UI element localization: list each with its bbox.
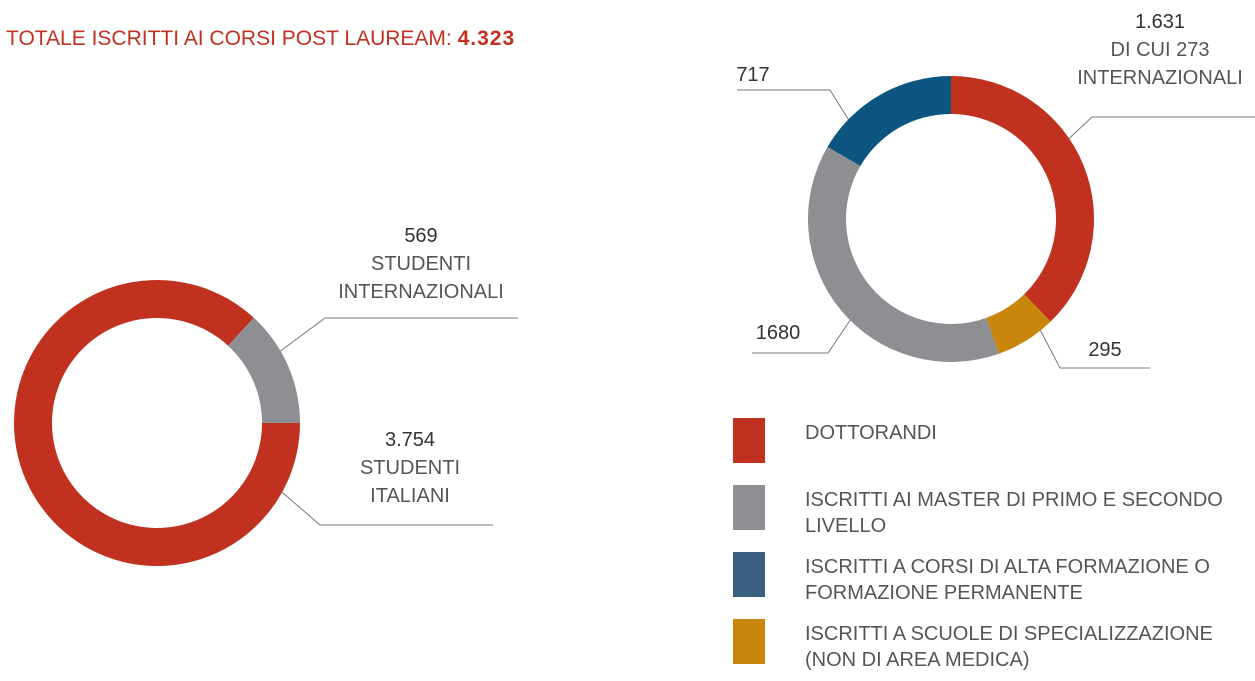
- legend-label: DOTTORANDI: [805, 422, 937, 444]
- title-text: TOTALE ISCRITTI AI CORSI POST LAUREAM:: [6, 27, 452, 50]
- legend-swatch: [733, 552, 765, 597]
- category-label: STUDENTI INTERNAZIONALI: [338, 253, 504, 303]
- value-label: 1680: [755, 322, 801, 344]
- legend-swatch: [733, 418, 765, 463]
- legend-label: ISCRITTI AI MASTER DI PRIMO E SECONDO LI…: [805, 489, 1223, 537]
- annotation: DI CUI 273 INTERNAZIONALI: [1077, 39, 1243, 89]
- legend-label: ISCRITTI A SCUOLE DI SPECIALIZZAZIONE (N…: [805, 623, 1213, 671]
- title: TOTALE ISCRITTI AI CORSI POST LAUREAM: 4…: [6, 27, 515, 51]
- slice-label: 3.754 STUDENTI ITALIANI: [340, 426, 480, 510]
- donut-slice: [986, 294, 1051, 354]
- value-label: 295: [1088, 339, 1122, 361]
- value-label: 3.754: [384, 429, 436, 451]
- leader-line: [1033, 317, 1150, 369]
- leader-line: [274, 317, 518, 356]
- legend-label: ISCRITTI A CORSI DI ALTA FORMAZIONE O FO…: [805, 556, 1210, 604]
- leader-line: [737, 89, 859, 136]
- legend-swatch: [733, 485, 765, 530]
- category-label: STUDENTI ITALIANI: [360, 457, 460, 507]
- legend-swatch: [733, 619, 765, 664]
- donut-slice: [228, 317, 300, 423]
- donut-slice: [827, 76, 951, 167]
- slice-label: 1.631 DI CUI 273 INTERNAZIONALI: [1060, 8, 1255, 92]
- value-label: 569: [404, 225, 438, 247]
- value-label: 1.631: [1134, 11, 1186, 33]
- slice-label: 569 STUDENTI INTERNAZIONALI: [331, 222, 511, 306]
- leader-line: [752, 309, 858, 354]
- leader-line: [267, 479, 493, 526]
- total: 4.323: [457, 27, 516, 50]
- value-label: 717: [736, 64, 770, 86]
- donut-slice: [951, 76, 1094, 322]
- donut-slice: [807, 146, 999, 362]
